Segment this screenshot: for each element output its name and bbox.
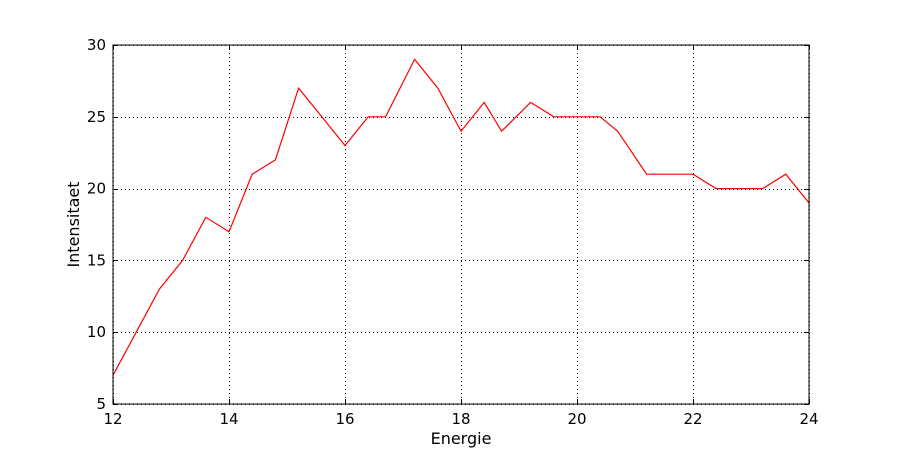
x-axis-label: Energie: [431, 429, 492, 448]
x-tick-label: 22: [683, 410, 702, 428]
y-tick-label: 25: [87, 108, 106, 126]
y-tick-label: 20: [87, 180, 106, 198]
y-axis-label: Intensitaet: [64, 181, 83, 267]
x-tick-label: 20: [567, 410, 586, 428]
y-tick-label: 15: [87, 251, 106, 269]
x-tick-label: 12: [103, 410, 122, 428]
y-tick-label: 10: [87, 323, 106, 341]
x-tick-label: 16: [335, 410, 354, 428]
x-tick-label: 24: [799, 410, 818, 428]
series-layer: [112, 58, 810, 376]
x-tick-label: 14: [219, 410, 238, 428]
x-tick-label: 18: [451, 410, 470, 428]
data-line: [112, 58, 810, 376]
y-tick-label: 30: [87, 36, 106, 54]
y-tick-label: 5: [96, 395, 106, 413]
ticks: 12 14 16 18 20 22 24 5 10 15 20 25 30: [87, 36, 819, 428]
